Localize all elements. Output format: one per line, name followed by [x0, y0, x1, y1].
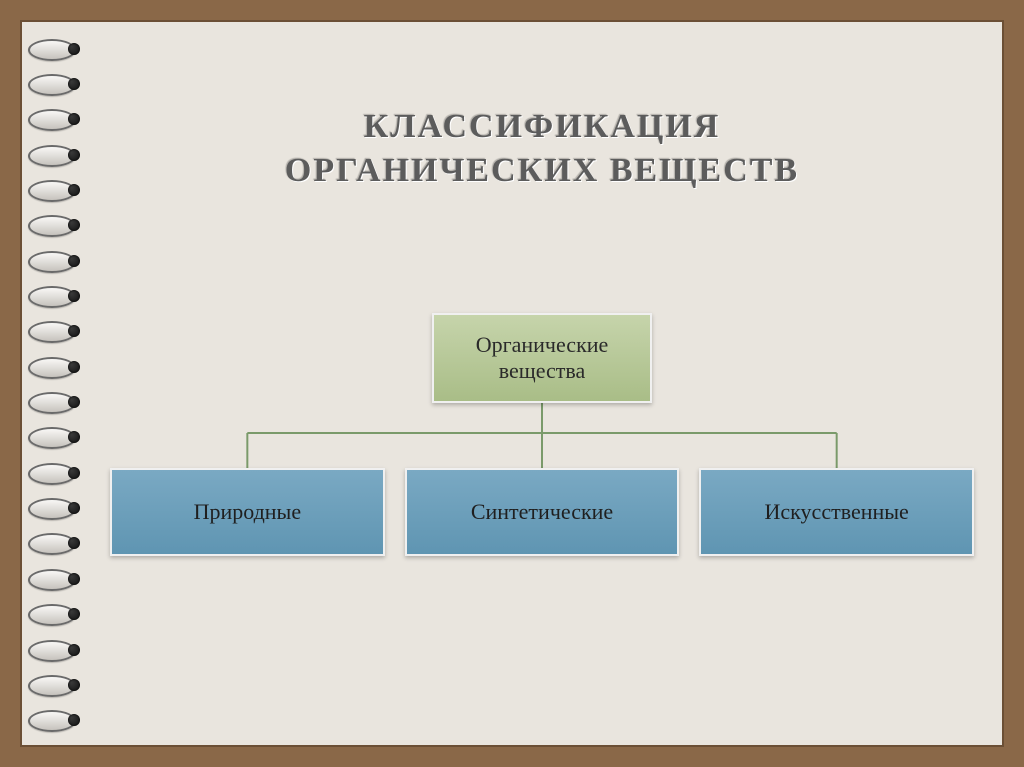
- spiral-ring: [40, 675, 84, 693]
- spiral-ring: [40, 640, 84, 658]
- spiral-ring: [40, 392, 84, 410]
- spiral-ring: [40, 109, 84, 127]
- spiral-ring: [40, 569, 84, 587]
- spiral-ring: [40, 321, 84, 339]
- spiral-ring: [40, 215, 84, 233]
- tree-children-row: Природные Синтетические Искусственные: [110, 468, 974, 556]
- spiral-ring: [40, 251, 84, 269]
- tree-child-node: Искусственные: [699, 468, 974, 556]
- title-line-2: ОРГАНИЧЕСКИХ ВЕЩЕСТВ: [110, 149, 974, 193]
- spiral-ring: [40, 463, 84, 481]
- tree-root-node: Органические вещества: [432, 313, 652, 403]
- tree-child-node: Природные: [110, 468, 385, 556]
- tree-child-label: Природные: [194, 499, 302, 525]
- slide-content: КЛАССИФИКАЦИЯ ОРГАНИЧЕСКИХ ВЕЩЕСТВ Орган…: [110, 50, 974, 717]
- spiral-ring: [40, 533, 84, 551]
- tree-root-label: Органические вещества: [440, 332, 644, 384]
- spiral-ring: [40, 498, 84, 516]
- spiral-ring: [40, 604, 84, 622]
- tree-child-node: Синтетические: [405, 468, 680, 556]
- slide-outer-frame: КЛАССИФИКАЦИЯ ОРГАНИЧЕСКИХ ВЕЩЕСТВ Орган…: [0, 0, 1024, 767]
- spiral-ring: [40, 180, 84, 198]
- spiral-ring: [40, 145, 84, 163]
- spiral-ring: [40, 39, 84, 57]
- tree-child-label: Искусственные: [765, 499, 909, 525]
- spiral-ring: [40, 286, 84, 304]
- slide-title: КЛАССИФИКАЦИЯ ОРГАНИЧЕСКИХ ВЕЩЕСТВ: [110, 105, 974, 193]
- title-line-1: КЛАССИФИКАЦИЯ: [110, 105, 974, 149]
- spiral-ring: [40, 74, 84, 92]
- slide-inner-frame: КЛАССИФИКАЦИЯ ОРГАНИЧЕСКИХ ВЕЩЕСТВ Орган…: [20, 20, 1004, 747]
- spiral-binding: [40, 20, 90, 747]
- spiral-ring: [40, 357, 84, 375]
- spiral-ring: [40, 427, 84, 445]
- tree-child-label: Синтетические: [471, 499, 613, 525]
- spiral-ring: [40, 710, 84, 728]
